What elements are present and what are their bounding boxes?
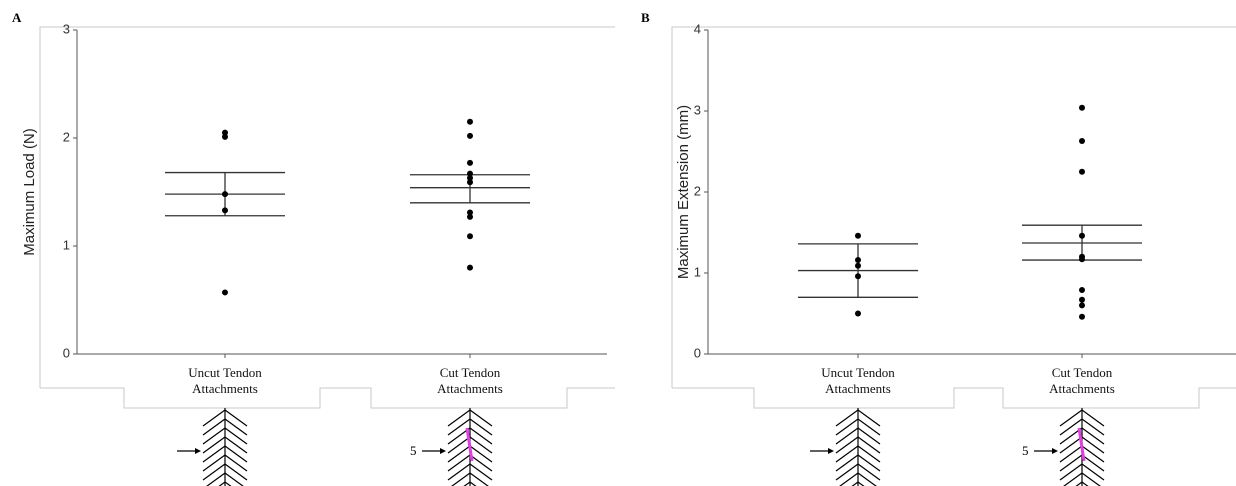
data-point — [467, 118, 473, 125]
x-tick-label: Cut Tendon Attachments — [437, 365, 503, 396]
data-point — [467, 233, 473, 240]
data-point — [1079, 232, 1085, 239]
diagram-chevron — [202, 445, 248, 463]
y-axis-title: Maximum Load (N) — [21, 128, 38, 256]
data-point — [222, 191, 228, 198]
y-tick-label: 4 — [694, 21, 701, 36]
frame-tabs — [40, 387, 615, 409]
diagram-chevron — [835, 454, 881, 472]
diagram-chevron — [447, 427, 493, 445]
frame — [671, 26, 1236, 388]
diagram-arrowhead — [440, 448, 446, 454]
diagram-chevron — [463, 481, 477, 486]
diagram-chevron — [1059, 427, 1105, 445]
y-tick-label: 3 — [63, 21, 70, 36]
x-tick-label: Uncut Tendon Attachments — [188, 365, 262, 396]
data-point — [467, 132, 473, 139]
diagram-chevron — [447, 409, 493, 427]
data-point — [222, 207, 228, 214]
data-point — [855, 273, 861, 280]
diagram-chevron — [447, 463, 493, 481]
diagram-chevron — [1059, 463, 1105, 481]
data-point — [1079, 296, 1085, 303]
diagram-chevron — [835, 463, 881, 481]
y-tick-label: 0 — [694, 345, 701, 360]
diagram-chevron — [839, 472, 877, 486]
data-point — [467, 179, 473, 186]
data-point — [855, 262, 861, 269]
x-tick-label: Cut Tendon Attachments — [1049, 365, 1115, 396]
panel-label: A — [12, 10, 22, 25]
data-point — [222, 289, 228, 296]
data-point — [467, 174, 473, 181]
diagram-chevron — [202, 463, 248, 481]
data-point — [1079, 302, 1085, 309]
diagram-chevron — [218, 481, 232, 486]
diagram-chevron — [835, 418, 881, 436]
diagram-cut — [1077, 427, 1086, 462]
y-tick-label: 2 — [63, 129, 70, 144]
diagram-chevron — [835, 409, 881, 427]
data-point — [1079, 168, 1085, 175]
diagram-chevron — [1059, 418, 1105, 436]
data-point — [467, 209, 473, 216]
diagram-chevron — [835, 445, 881, 463]
diagram-chevron — [835, 427, 881, 445]
diagram-chevron — [451, 472, 489, 486]
data-point — [1079, 287, 1085, 294]
diagram-note: 5 — [410, 443, 417, 458]
diagram-chevron — [851, 481, 865, 486]
data-point — [467, 264, 473, 271]
y-tick-label: 0 — [63, 345, 70, 360]
data-point — [855, 310, 861, 317]
diagram-chevron — [1075, 481, 1089, 486]
y-tick-label: 2 — [694, 183, 701, 198]
data-point — [467, 213, 473, 220]
diagram-chevron — [1059, 436, 1105, 454]
diagram-chevron — [202, 418, 248, 436]
diagram-chevron — [835, 436, 881, 454]
data-point — [1079, 104, 1085, 111]
data-point — [222, 129, 228, 136]
diagram-arrowhead — [195, 448, 201, 454]
data-point — [855, 232, 861, 239]
data-point — [467, 170, 473, 177]
data-point — [222, 133, 228, 140]
diagram-chevron — [1059, 409, 1105, 427]
diagram-arrowhead — [828, 448, 834, 454]
data-point — [1079, 313, 1085, 320]
diagram-chevron — [202, 427, 248, 445]
x-tick-label: Uncut Tendon Attachments — [821, 365, 895, 396]
diagram-chevron — [202, 454, 248, 472]
y-tick-label: 3 — [694, 102, 701, 117]
diagram-chevron — [1063, 472, 1101, 486]
diagram-chevron — [447, 436, 493, 454]
diagram-chevron — [202, 436, 248, 454]
diagram-chevron — [202, 409, 248, 427]
y-tick-label: 1 — [63, 237, 70, 252]
y-tick-label: 1 — [694, 264, 701, 279]
data-point — [1079, 137, 1085, 144]
data-point — [855, 257, 861, 264]
diagram-arrowhead — [1052, 448, 1058, 454]
y-axis-title: Maximum Extension (mm) — [675, 105, 692, 279]
data-point — [1079, 256, 1085, 263]
diagram-chevron — [206, 472, 244, 486]
frame — [39, 26, 615, 388]
diagram-note: 5 — [1022, 443, 1029, 458]
diagram-cut — [465, 427, 474, 462]
diagram-chevron — [447, 418, 493, 436]
frame-tabs — [672, 387, 1236, 409]
panel-label: B — [641, 10, 650, 25]
data-point — [467, 159, 473, 166]
